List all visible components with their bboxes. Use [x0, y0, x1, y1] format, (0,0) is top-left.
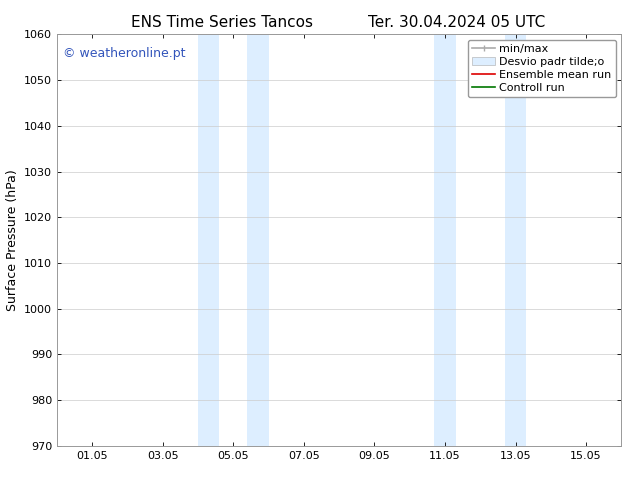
- Bar: [198, 34, 219, 446]
- Legend: min/max, Desvio padr tilde;o, Ensemble mean run, Controll run: min/max, Desvio padr tilde;o, Ensemble m…: [468, 40, 616, 97]
- Text: Ter. 30.04.2024 05 UTC: Ter. 30.04.2024 05 UTC: [368, 15, 545, 30]
- Bar: [505, 34, 526, 446]
- Bar: [247, 34, 269, 446]
- Text: ENS Time Series Tancos: ENS Time Series Tancos: [131, 15, 313, 30]
- Text: © weatheronline.pt: © weatheronline.pt: [63, 47, 185, 60]
- Bar: [434, 34, 456, 446]
- Y-axis label: Surface Pressure (hPa): Surface Pressure (hPa): [6, 169, 18, 311]
